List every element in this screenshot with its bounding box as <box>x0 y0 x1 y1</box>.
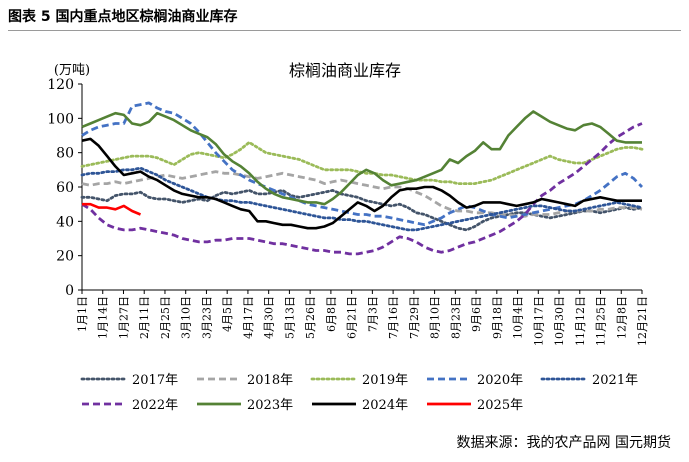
x-tick-label: 7月3日 <box>366 296 379 332</box>
x-tick-label: 9月6日 <box>470 296 483 332</box>
series-line-2022 <box>81 122 643 256</box>
y-tick-label: 20 <box>56 249 74 265</box>
x-tick-label: 4月17日 <box>242 296 255 339</box>
x-tick-label: 3月23日 <box>200 296 213 339</box>
data-source: 数据来源：我的农产品网 国元期货 <box>456 435 671 451</box>
x-tick-label: 12月21日 <box>636 296 649 346</box>
series-lines <box>80 101 644 256</box>
x-tick-label: 8月23日 <box>449 296 462 339</box>
y-tick-label: 0 <box>65 283 74 299</box>
legend-label: 2025年 <box>477 398 523 413</box>
y-tick-label: 40 <box>56 214 74 230</box>
x-tick-label: 9月18日 <box>491 296 504 339</box>
y-tick-label: 80 <box>56 146 74 162</box>
legend-label: 2020年 <box>477 373 523 388</box>
series-line-2023 <box>81 110 642 206</box>
x-tick-label: 6月21日 <box>346 296 359 339</box>
legend-label: 2021年 <box>592 373 638 388</box>
legend-label: 2018年 <box>247 373 293 388</box>
x-tick-label: 10月4日 <box>512 296 525 339</box>
series-line-2020 <box>81 101 644 227</box>
x-tick-label: 6月8日 <box>325 296 338 332</box>
series-line-2019 <box>80 140 644 186</box>
x-tick-label: 5月26日 <box>304 296 317 339</box>
title-rule <box>8 30 681 31</box>
x-tick-label: 7月16日 <box>387 296 400 339</box>
x-tick-label: 2月25日 <box>159 296 172 339</box>
y-tick-label: 120 <box>47 77 74 93</box>
x-tick-label: 12月8日 <box>615 296 628 339</box>
y-axis-label: (万吨) <box>54 63 90 78</box>
chart-legend: 2017年 2018年 2019年 2020年 2021年 2022年 2023年 2024年… <box>80 373 638 413</box>
y-tick-label: 60 <box>56 180 74 196</box>
legend-label: 2022年 <box>132 398 178 413</box>
x-tick-label: 10月30日 <box>553 296 566 346</box>
x-tick-label: 10月17日 <box>532 296 545 346</box>
x-tick-label: 1月1日 <box>76 296 89 332</box>
x-tick-label: 11月12日 <box>574 296 587 346</box>
x-tick-label: 11月25日 <box>595 296 608 346</box>
chart-title: 棕榈油商业库存 <box>289 61 401 80</box>
y-tick-label: 100 <box>47 111 74 127</box>
series-line-2021 <box>80 166 644 232</box>
legend-label: 2019年 <box>362 373 408 388</box>
x-tick-label: 7月29日 <box>408 296 421 339</box>
legend-label: 2023年 <box>247 398 293 413</box>
series-line-2017 <box>80 188 644 232</box>
x-tick-label: 4月5日 <box>221 296 234 332</box>
x-tick-label: 5月13日 <box>283 296 296 339</box>
chart-axes: 0 20 40 60 80 100 120 1月1日 1月14日 1月27日 2月11日 2月25日 3… <box>47 77 649 346</box>
x-tick-label: 2月11日 <box>138 296 151 339</box>
x-tick-label: 1月14日 <box>97 296 110 339</box>
legend-label: 2024年 <box>362 398 408 413</box>
series-line-2018 <box>81 170 643 218</box>
x-tick-label: 3月10日 <box>180 296 193 339</box>
figure-title: 图表 5 国内重点地区棕榈油商业库存 <box>8 9 238 25</box>
x-tick-label: 4月30日 <box>263 296 276 339</box>
x-tick-label: 1月27日 <box>117 296 130 339</box>
x-tick-label: 8月10日 <box>429 296 442 339</box>
legend-label: 2017年 <box>132 373 178 388</box>
series-line-2025 <box>82 202 142 216</box>
series-line-2024 <box>81 137 642 230</box>
